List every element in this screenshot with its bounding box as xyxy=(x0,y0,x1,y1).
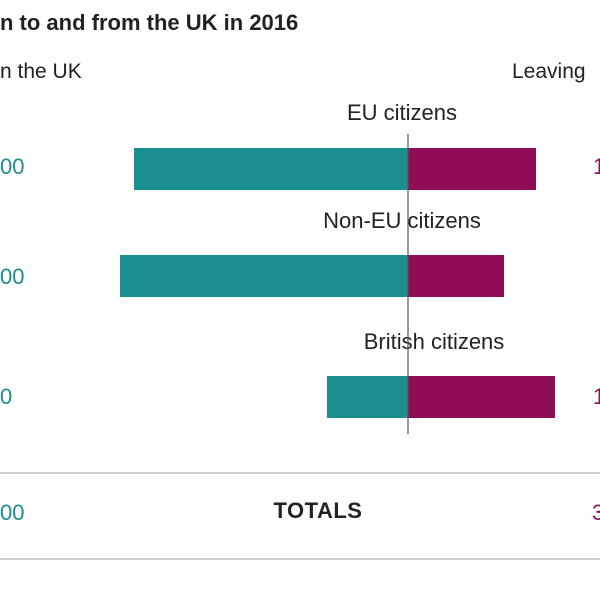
totals-bottom-divider xyxy=(0,558,600,560)
bar-leaving-non-eu xyxy=(408,255,504,297)
chart-title: n to and from the UK in 2016 xyxy=(0,10,299,35)
bar-arriving-eu xyxy=(134,148,408,190)
totals-arriving-value: 00 xyxy=(0,500,25,525)
arriving-value-british: 0 xyxy=(0,384,13,409)
category-label-non-eu: Non-EU citizens xyxy=(323,208,481,233)
leaving-value-british: 1 xyxy=(593,384,600,409)
bar-leaving-eu xyxy=(408,148,536,190)
leaving-value-eu: 1 xyxy=(593,154,600,179)
arriving-value-eu: 00 xyxy=(0,154,25,179)
arriving-value-non-eu: 00 xyxy=(0,264,25,289)
totals-label: TOTALS xyxy=(273,498,363,523)
leaving-header: Leaving xyxy=(512,60,586,83)
arriving-header: n the UK xyxy=(0,60,82,83)
category-label-british: British citizens xyxy=(363,329,505,354)
bar-arriving-british xyxy=(327,376,408,418)
category-label-eu: EU citizens xyxy=(346,100,458,125)
totals-leaving-value: 3 xyxy=(592,500,600,525)
bar-arriving-non-eu xyxy=(120,255,408,297)
bar-leaving-british xyxy=(408,376,555,418)
totals-top-divider xyxy=(0,472,600,474)
